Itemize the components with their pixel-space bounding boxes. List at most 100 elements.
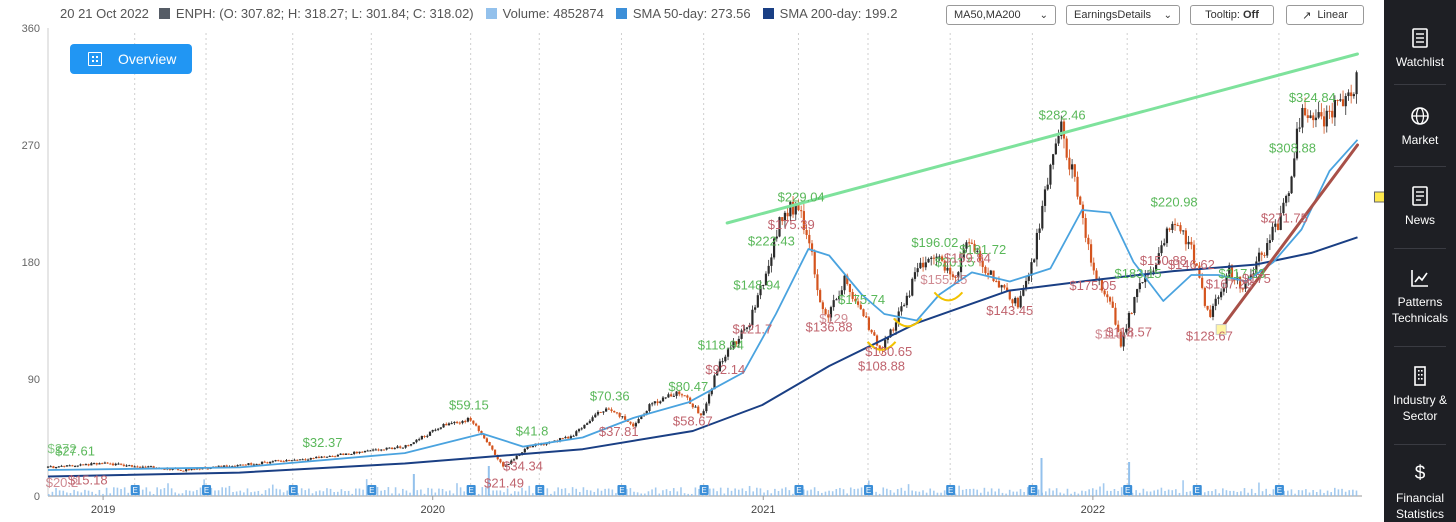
earnings-select[interactable]: EarningsDetails ⌄ (1066, 5, 1180, 25)
volume-bar (990, 488, 993, 496)
earnings-marker (202, 485, 212, 495)
volume-bar (1272, 489, 1275, 496)
candle-body (260, 461, 264, 465)
volume-bar (994, 491, 997, 496)
earnings-marker (864, 485, 874, 495)
trough-label: $175 (1242, 271, 1271, 286)
candle-body (450, 423, 453, 425)
candle-body (577, 429, 581, 432)
sidebar-item-news[interactable]: News (1384, 186, 1456, 228)
candle-body (87, 464, 90, 466)
volume-bar (347, 490, 350, 496)
volume-bar (232, 491, 234, 496)
candle-body (1160, 245, 1163, 254)
volume-bar (1095, 489, 1098, 496)
earnings-marker-label: E (369, 486, 374, 495)
candle-body (762, 284, 765, 286)
candle-body (342, 453, 345, 455)
sma50-line (47, 139, 1359, 471)
chart-trend-icon (1410, 268, 1430, 288)
candle-body (304, 459, 307, 461)
peak-label: $196.02 (911, 235, 958, 250)
volume-bar (687, 493, 689, 496)
price-chart[interactable]: 0 90 180 270 360 2019 2020 2021 2022 E E E E E E E E E E E E… (0, 0, 1384, 522)
candle-body (1222, 287, 1225, 292)
candle-body (648, 404, 651, 411)
volume-bar (669, 491, 671, 496)
candle-body (1073, 164, 1076, 177)
candle-body (1014, 297, 1017, 304)
candle-body (255, 463, 258, 465)
trough-label: $146.62 (1168, 257, 1215, 272)
volume-bar (66, 492, 68, 496)
candle-body (163, 469, 166, 471)
volume-bar (1287, 490, 1289, 496)
peak-label: $80.47 (668, 379, 708, 394)
scale-toggle[interactable]: ↗ Linear (1286, 5, 1364, 25)
candle-body (423, 435, 426, 437)
volume-bar (253, 491, 256, 496)
candle-body (117, 463, 120, 465)
candle-body (258, 463, 261, 465)
sidebar: Watchlist Market News Patterns Technical… (1384, 0, 1456, 522)
ma-select[interactable]: MA50,MA200 ⌄ (946, 5, 1056, 25)
grid-icon (88, 52, 102, 66)
volume-bar (532, 493, 534, 496)
sidebar-item-watchlist[interactable]: Watchlist (1384, 28, 1456, 70)
volume-bar (170, 488, 173, 496)
sidebar-item-market[interactable]: Market (1384, 106, 1456, 148)
candle-body (282, 461, 285, 463)
volume-bar (593, 491, 596, 496)
sidebar-item-industry[interactable]: Industry & Sector (1384, 366, 1456, 424)
legend-sma50-swatch (615, 7, 627, 19)
peak-label: $217.23 (1218, 266, 1265, 281)
candle-body (596, 411, 600, 415)
candle-body (1328, 110, 1331, 112)
volume-bar (709, 488, 711, 496)
candle-body (924, 262, 927, 268)
earnings-marker (367, 485, 377, 495)
news-icon (1410, 186, 1430, 206)
volume-bar (922, 490, 924, 496)
candle-body (510, 460, 513, 465)
volume-bar (322, 491, 325, 496)
volume-bar (976, 489, 978, 496)
candle-body (369, 450, 372, 452)
x-tick-label: 2019 (91, 504, 115, 516)
candle-body (1244, 280, 1247, 289)
trough-label: $150.88 (1140, 253, 1187, 268)
volume-bar (1135, 490, 1137, 496)
candle-body (439, 427, 442, 429)
earnings-marker-label: E (701, 486, 706, 495)
candle-body (1011, 299, 1014, 304)
candle-body (1114, 307, 1117, 325)
volume-bar (546, 488, 549, 496)
candle-body (125, 465, 128, 467)
volume-bar (896, 489, 899, 496)
sidebar-item-financial[interactable]: $ Financial Statistics (1384, 464, 1456, 522)
volume-bar (441, 488, 444, 496)
volume-bar (506, 488, 509, 496)
volume-bar (376, 487, 379, 496)
legend-date: 20 21 Oct 2022 (60, 5, 149, 21)
volume-bar (51, 491, 54, 496)
tooltip-toggle[interactable]: Tooltip: Off (1190, 5, 1274, 25)
candle-body (954, 276, 957, 278)
volume-bar (102, 493, 104, 496)
overview-button[interactable]: Overview (70, 44, 192, 74)
y-tick-label: 180 (22, 257, 40, 269)
candle-body (1352, 94, 1355, 97)
candle-body (101, 463, 104, 465)
candle-body (220, 465, 223, 468)
volume-bar (553, 491, 556, 496)
sidebar-item-patterns[interactable]: Patterns Technicals (1384, 268, 1456, 326)
candle-body (713, 375, 716, 390)
legend-volume-text: Volume: 4852874 (502, 5, 604, 21)
candle-body (1182, 230, 1185, 232)
candle-body (431, 429, 434, 432)
candle-body (959, 258, 963, 273)
candle-body (279, 460, 283, 462)
candle-body (1198, 265, 1201, 278)
candle-body (466, 418, 470, 422)
